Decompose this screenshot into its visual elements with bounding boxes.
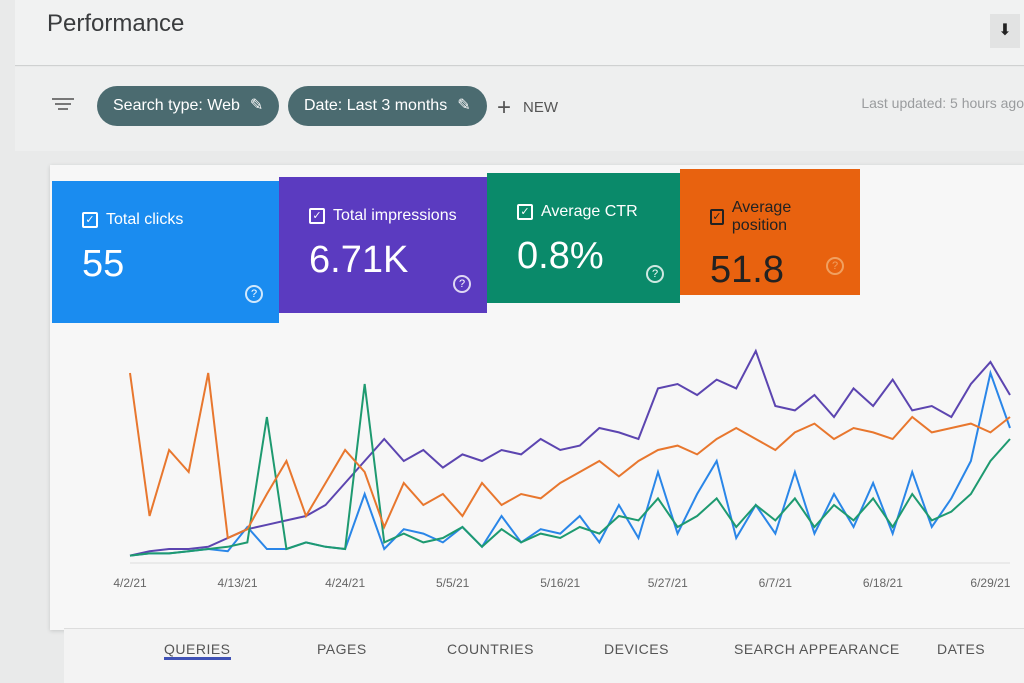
series-line-clicks bbox=[129, 369, 1011, 557]
x-tick-label: 6/7/21 bbox=[759, 576, 793, 590]
plus-icon: + bbox=[497, 94, 512, 121]
chip-label: Date: Last 3 months bbox=[304, 97, 448, 114]
pencil-icon: ✎ bbox=[457, 97, 471, 114]
card-value: 6.71K bbox=[309, 239, 409, 281]
total-impressions-card[interactable]: ✓ Total impressions 6.71K ? bbox=[279, 177, 487, 313]
card-value: 51.8 bbox=[710, 249, 784, 291]
card-label: Average CTR bbox=[541, 203, 638, 220]
series-line-ctr bbox=[129, 383, 1011, 557]
page-title: Performance bbox=[47, 10, 185, 37]
average-position-card[interactable]: ✓ Average position 51.8 ? bbox=[680, 169, 860, 295]
checkbox-icon: ✓ bbox=[517, 204, 533, 220]
card-label: Total impressions bbox=[333, 207, 457, 224]
x-tick-label: 5/16/21 bbox=[540, 576, 580, 590]
total-clicks-card[interactable]: ✓ Total clicks 55 ? bbox=[52, 181, 279, 323]
tab-queries[interactable]: QUERIES bbox=[164, 641, 231, 660]
download-icon[interactable]: ⬇ bbox=[990, 14, 1020, 48]
tab-pages[interactable]: PAGES bbox=[317, 641, 367, 657]
series-line-position bbox=[129, 372, 1011, 540]
x-tick-label: 6/18/21 bbox=[863, 576, 903, 590]
chip-label: Search type: Web bbox=[113, 97, 240, 114]
x-tick-label: 4/24/21 bbox=[325, 576, 365, 590]
performance-panel: ✓ Total clicks 55 ? ✓ Total impressions 6.… bbox=[50, 165, 1024, 630]
x-tick-label: 5/27/21 bbox=[648, 576, 688, 590]
pencil-icon: ✎ bbox=[249, 97, 264, 114]
help-icon[interactable]: ? bbox=[245, 285, 263, 303]
filter-toolbar: Search type: Web ✎ Date: Last 3 months ✎ +… bbox=[15, 67, 1024, 151]
series-line-impressions bbox=[129, 348, 1011, 557]
x-tick-label: 6/29/21 bbox=[970, 576, 1010, 590]
tab-countries[interactable]: COUNTRIES bbox=[447, 641, 534, 657]
date-range-chip[interactable]: Date: Last 3 months ✎ bbox=[288, 86, 487, 126]
card-label: Average position bbox=[731, 199, 792, 234]
checkbox-icon: ✓ bbox=[309, 208, 325, 224]
dimension-tabs: QUERIES PAGES COUNTRIES DEVICES SEARCH A… bbox=[64, 628, 1024, 683]
new-label: NEW bbox=[523, 98, 559, 116]
tab-dates[interactable]: DATES bbox=[937, 641, 986, 657]
x-tick-label: 5/5/21 bbox=[436, 576, 470, 590]
card-label: Total clicks bbox=[106, 211, 184, 228]
x-tick-label: 4/2/21 bbox=[113, 576, 147, 590]
last-updated: Last updated: 5 hours ago bbox=[861, 95, 1024, 111]
checkbox-icon: ✓ bbox=[82, 212, 98, 228]
help-icon[interactable]: ? bbox=[453, 275, 471, 293]
help-icon[interactable]: ? bbox=[826, 257, 844, 275]
average-ctr-card[interactable]: ✓ Average CTR 0.8% ? bbox=[487, 173, 680, 303]
performance-chart: 4/2/21 4/13/21 4/24/21 5/5/21 5/16/21 5/27/21… bbox=[113, 348, 1011, 590]
filter-icon[interactable] bbox=[51, 95, 75, 115]
help-icon[interactable]: ? bbox=[646, 265, 664, 283]
card-value: 0.8% bbox=[517, 235, 604, 277]
checkbox-icon: ✓ bbox=[710, 209, 724, 225]
new-filter-button[interactable]: + NEW bbox=[497, 94, 558, 122]
search-type-chip[interactable]: Search type: Web ✎ bbox=[97, 86, 280, 126]
card-value: 55 bbox=[82, 243, 125, 285]
page-header: Performance ⬇ bbox=[15, 0, 1024, 66]
tab-devices[interactable]: DEVICES bbox=[604, 641, 669, 657]
x-tick-label: 4/13/21 bbox=[218, 576, 258, 590]
tab-search-appearance[interactable]: SEARCH APPEARANCE bbox=[734, 641, 900, 657]
